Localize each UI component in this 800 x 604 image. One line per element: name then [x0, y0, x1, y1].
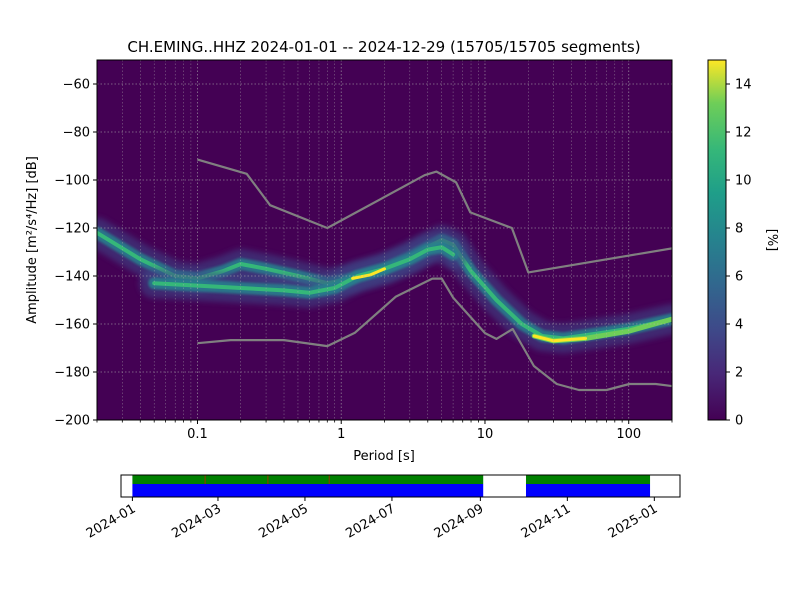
- timeline-tick-label: 2024-09: [432, 501, 487, 541]
- y-tick-label: −60: [63, 78, 90, 93]
- colorbar-tick-label: 14: [735, 78, 752, 93]
- x-tick-label: 1: [337, 427, 345, 442]
- x-tick-label: 10: [477, 427, 494, 442]
- coverage-data-bar: [132, 484, 484, 497]
- colorbar-label: [%]: [764, 229, 779, 252]
- colorbar-tick-label: 2: [735, 366, 743, 381]
- colorbar-tick-label: 0: [735, 414, 743, 429]
- y-tick-label: −80: [63, 126, 90, 141]
- colorbar-ticks: 0 2 4 6 8 10 12 14: [726, 78, 752, 429]
- coverage-used-bar: [132, 475, 484, 484]
- density-core-lower: [152, 245, 456, 295]
- y-tick-label: −200: [54, 414, 90, 429]
- y-tick-label: −120: [54, 222, 90, 237]
- x-tick-label: 0.1: [187, 427, 208, 442]
- y-tick-label: −100: [54, 174, 90, 189]
- timeline-tick-label: 2024-01: [84, 501, 139, 541]
- noise-model-nhnm: [197, 158, 672, 274]
- x-axis-label: Period [s]: [353, 449, 415, 464]
- colorbar-tick-label: 12: [735, 126, 752, 141]
- noise-model-nlnm: [197, 277, 672, 392]
- timeline-tick-label: 2024-05: [256, 501, 311, 541]
- coverage-data-bar: [525, 484, 651, 497]
- grid-lines: [97, 60, 672, 420]
- timeline-tick-label: 2024-03: [169, 501, 224, 541]
- colorbar-tick-label: 6: [735, 270, 743, 285]
- colorbar-tick-label: 8: [735, 222, 743, 237]
- chart-title: CH.EMING..HHZ 2024-01-01 -- 2024-12-29 (…: [127, 38, 640, 56]
- noise-model-layer: [197, 158, 672, 392]
- timeline-frame: [120, 474, 681, 498]
- y-tick-label: −160: [54, 318, 90, 333]
- timeline-tick-label: 2025-01: [606, 501, 661, 541]
- colorbar: [707, 59, 727, 421]
- timeline-tick-label: 2024-11: [519, 501, 574, 541]
- coverage-used-bar: [525, 475, 651, 484]
- y-tick-label: −140: [54, 270, 90, 285]
- y-tick-label: −180: [54, 366, 90, 381]
- coverage-timeline: 2024-01 2024-03 2024-05 2024-07 2024-09 2024-…: [84, 474, 681, 542]
- axes-ticks: 0.1 1 10 100 −60 −80 −100 −120 −140 −160 −180 −200: [54, 78, 673, 442]
- x-tick-label: 100: [616, 427, 641, 442]
- colorbar-tick-label: 10: [735, 174, 752, 189]
- y-axis-label: Amplitude [m²/s⁴/Hz] [dB]: [25, 156, 40, 324]
- timeline-tick-label: 2024-07: [343, 501, 398, 541]
- density-hotspot: [351, 267, 386, 280]
- colorbar-tick-label: 4: [735, 318, 743, 333]
